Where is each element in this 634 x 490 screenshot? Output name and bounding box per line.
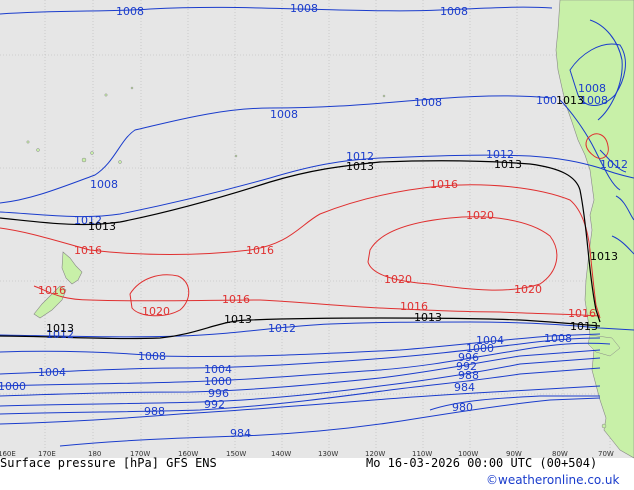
lon-label: 160E xyxy=(0,450,16,458)
isobar-label: 1012 xyxy=(600,158,628,171)
credit-link[interactable]: ©weatheronline.co.uk xyxy=(486,473,619,487)
lon-label: 70W xyxy=(598,450,614,458)
isobar-labels-blue: 1008 1008 1008 1008 1008 1008 1008 100 1… xyxy=(0,2,628,440)
isobar-label: 1000 xyxy=(204,375,232,388)
isobar-label: 1000 xyxy=(0,380,26,393)
lon-label: 160W xyxy=(178,450,198,458)
isobar-label: 984 xyxy=(454,381,475,394)
isobar-label: 1016 xyxy=(38,284,66,297)
isobar-label: 1016 xyxy=(74,244,102,257)
isobar-label: 1008 xyxy=(290,2,318,15)
isobar-label: 992 xyxy=(456,360,477,373)
isobar-label: 1016 xyxy=(430,178,458,191)
isobar-label: 1004 xyxy=(38,366,66,379)
isobar-label: 1013 xyxy=(590,250,618,263)
isobar-label: 1020 xyxy=(142,305,170,318)
isobar-label: 1016 xyxy=(568,307,596,320)
isobar-label: 1013 xyxy=(88,220,116,233)
isobar-label: 988 xyxy=(458,369,479,382)
isobar-label: 1012 xyxy=(346,150,374,163)
isobar-label: 1013 xyxy=(494,158,522,171)
isobar-label: 1008 xyxy=(580,94,608,107)
isobar-label: 1004 xyxy=(476,334,504,347)
lon-label: 170W xyxy=(130,450,150,458)
lon-label: 130W xyxy=(318,450,338,458)
isobar-label: 100 xyxy=(536,94,557,107)
ocean xyxy=(0,0,634,458)
isobar-label: 1013 xyxy=(224,313,252,326)
isobars-blue xyxy=(0,6,634,447)
isobar-label: 1008 xyxy=(90,178,118,191)
isobar-label: 1012 xyxy=(486,148,514,161)
isobar-label: 1016 xyxy=(222,293,250,306)
isobar-labels-red: 1016 1016 1016 1016 1016 1016 1016 1020 … xyxy=(38,178,596,320)
valid-time: Mo 16-03-2026 00:00 UTC (00+504) xyxy=(366,456,597,470)
isobar-label: 1012 xyxy=(46,328,74,341)
isobar-label: 1013 xyxy=(346,160,374,173)
isobar-labels-black: 1013 1013 1013 1013 1013 1013 1013 1013 … xyxy=(46,94,618,335)
isobar-label: 980 xyxy=(452,401,473,414)
isobar-label: 1013 xyxy=(556,94,584,107)
land-new-zealand-south xyxy=(33,285,67,319)
isobar-label: 996 xyxy=(208,387,229,400)
lon-label: 140W xyxy=(271,450,291,458)
islands xyxy=(26,86,607,429)
isobars-red xyxy=(0,133,609,319)
isobar-label: 1012 xyxy=(268,322,296,335)
isobar-label: 1020 xyxy=(466,209,494,222)
lon-label: 110W xyxy=(412,450,432,458)
isobar-label: 1008 xyxy=(116,5,144,18)
isobar-label: 1008 xyxy=(414,96,442,109)
isobar-label: 1013 xyxy=(570,320,598,333)
isobar-label: 1020 xyxy=(384,273,412,286)
isobar-label: 1016 xyxy=(400,300,428,313)
isobar-label: 984 xyxy=(230,427,251,440)
isobar-label: 1012 xyxy=(74,214,102,227)
map-title: Surface pressure [hPa] GFS ENS xyxy=(0,456,217,470)
isobar-label: 1008 xyxy=(578,82,606,95)
isobar-label: 1013 xyxy=(46,322,74,335)
isobar-label: 1008 xyxy=(138,350,166,363)
isobar-label: 1008 xyxy=(440,5,468,18)
isobar-label: 1008 xyxy=(270,108,298,121)
lon-label: 90W xyxy=(506,450,522,458)
isobar-label: 1000 xyxy=(466,342,494,355)
lon-axis-labels: 160E 170E 180 170W 160W 150W 140W 130W 1… xyxy=(0,450,614,458)
isobar-label: 988 xyxy=(144,405,165,418)
lon-label: 100W xyxy=(458,450,478,458)
lon-label: 170E xyxy=(38,450,56,458)
lon-label: 180 xyxy=(88,450,101,458)
lon-label: 80W xyxy=(552,450,568,458)
isobar-label: 1016 xyxy=(246,244,274,257)
lon-label: 150W xyxy=(226,450,246,458)
isobar-label: 1004 xyxy=(204,363,232,376)
isobars-1013 xyxy=(0,160,601,340)
isobar-label: 1008 xyxy=(544,332,572,345)
isobar-label: 1020 xyxy=(514,283,542,296)
isobar-label: 1013 xyxy=(414,311,442,324)
isobar-label: 992 xyxy=(204,398,225,411)
land-new-zealand-north xyxy=(61,251,83,285)
lon-label: 120W xyxy=(365,450,385,458)
isobar-label: 996 xyxy=(458,351,479,364)
